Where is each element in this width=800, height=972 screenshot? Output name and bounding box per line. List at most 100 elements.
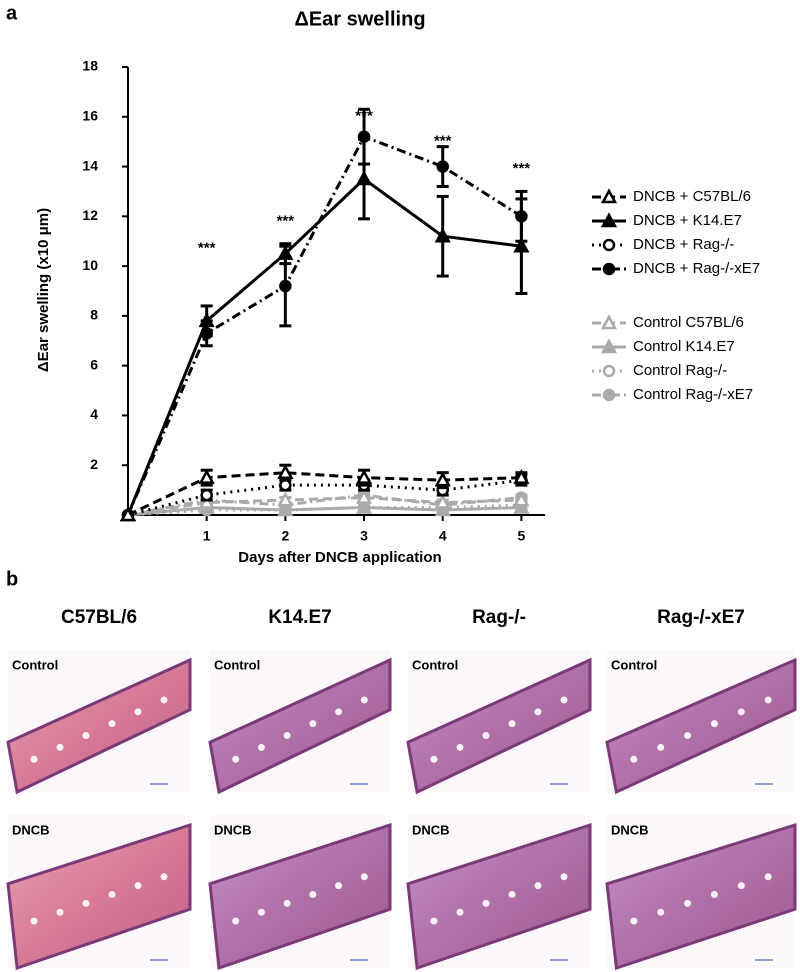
cell (630, 917, 638, 925)
legend-label: DNCB + K14.E7 (633, 212, 742, 229)
series-line (126, 134, 523, 516)
cell (160, 873, 168, 881)
cell (232, 917, 240, 925)
cell (257, 743, 265, 751)
cell (684, 899, 692, 907)
cell (430, 755, 438, 763)
panel-label: b (6, 568, 18, 590)
marker (277, 245, 294, 260)
legend-entry: Control Rag-/- (592, 362, 727, 379)
x-tick-label: 5 (517, 528, 525, 544)
legend-entry: DNCB + Rag-/-xE7 (592, 260, 760, 277)
legend-marker (602, 262, 616, 276)
histology-image (605, 650, 797, 795)
tissue (6, 822, 192, 971)
cell (684, 732, 692, 740)
marker (198, 312, 215, 328)
x-axis-label: Days after DNCB application (238, 549, 441, 566)
cell (134, 708, 142, 716)
y-tick-label: 4 (90, 406, 98, 422)
series-line (127, 496, 522, 517)
cell (56, 743, 64, 751)
cell (508, 720, 516, 728)
legend-label: Control Rag-/- (633, 362, 727, 379)
cell (737, 882, 745, 890)
marker (355, 170, 373, 186)
cell (232, 755, 240, 763)
y-tick-label: 6 (90, 356, 98, 372)
tissue (208, 822, 392, 971)
cell (764, 696, 772, 704)
cell (56, 908, 64, 916)
column-title: K14.E7 (268, 607, 331, 628)
histology-image (605, 815, 797, 971)
cell (657, 908, 665, 916)
marker (513, 237, 530, 253)
legend-label: DNCB + C57BL/6 (633, 188, 751, 205)
panel-label: a (6, 2, 18, 24)
cell (309, 720, 317, 728)
marker (434, 227, 451, 243)
histology-image (406, 650, 592, 795)
marker (513, 491, 530, 507)
cell (335, 708, 343, 716)
row-label: DNCB (412, 822, 450, 837)
y-tick-label: 8 (90, 307, 98, 323)
tissue (406, 822, 592, 971)
row-label: Control (12, 657, 58, 672)
column-title: Rag-/- (472, 607, 526, 628)
y-tick-label: 12 (82, 207, 98, 223)
cell (160, 696, 168, 704)
annotation: *** (277, 212, 295, 229)
row-label: Control (214, 657, 260, 672)
legend-entry: Control C57BL/6 (592, 314, 744, 331)
marker (434, 471, 451, 487)
cell (456, 908, 464, 916)
cell (710, 891, 718, 899)
cell (108, 891, 116, 899)
row-label: Control (412, 657, 458, 672)
cell (257, 908, 265, 916)
annotation: *** (198, 240, 216, 257)
x-tick-label: 2 (281, 528, 289, 544)
legend-marker (602, 238, 616, 252)
marker (277, 464, 294, 479)
legend-entry: DNCB + C57BL/6 (592, 188, 751, 205)
legend-marker (602, 388, 616, 402)
y-tick-label: 16 (82, 107, 98, 123)
cell (560, 696, 568, 704)
y-tick-label: 14 (82, 157, 98, 173)
marker (513, 469, 530, 484)
y-tick-label: 2 (90, 456, 98, 472)
y-tick-label: 18 (82, 58, 98, 74)
legend-label: Control Rag-/-xE7 (633, 386, 753, 403)
cell (360, 696, 368, 704)
marker (198, 493, 215, 509)
cell (737, 708, 745, 716)
legend-label: Control K14.E7 (633, 338, 735, 355)
cell (630, 755, 638, 763)
tissue (208, 657, 392, 795)
cell (560, 873, 568, 881)
legend-marker (602, 364, 616, 378)
row-label: DNCB (12, 822, 50, 837)
series-line (126, 177, 522, 516)
marker (436, 160, 449, 173)
cell (82, 732, 90, 740)
cell (335, 882, 343, 890)
legend-marker (600, 314, 618, 330)
cell (764, 873, 772, 881)
cell (482, 899, 490, 907)
annotation: *** (513, 160, 531, 177)
tissue (406, 657, 592, 795)
marker (355, 498, 373, 514)
legend-entry: DNCB + Rag-/- (592, 236, 734, 253)
legend-marker (600, 212, 618, 228)
cell (283, 732, 291, 740)
row-label: Control (611, 657, 657, 672)
cell (360, 873, 368, 881)
marker (355, 469, 373, 484)
x-tick-label: 1 (203, 528, 211, 544)
x-tick-label: 4 (439, 528, 447, 544)
cell (430, 917, 438, 925)
